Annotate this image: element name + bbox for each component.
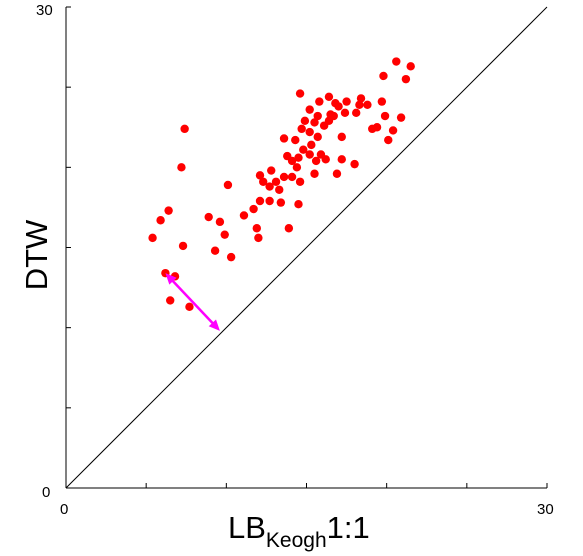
data-point — [287, 156, 297, 166]
data-point — [307, 140, 316, 150]
data-point — [148, 233, 157, 243]
data-point — [185, 302, 194, 312]
data-point — [252, 224, 261, 233]
data-points — [148, 57, 415, 312]
data-point — [210, 246, 220, 255]
data-point — [356, 94, 366, 103]
data-point — [313, 132, 322, 142]
data-point — [321, 155, 330, 164]
data-point — [377, 97, 387, 106]
data-point — [259, 177, 268, 186]
data-point — [156, 216, 165, 225]
data-point — [254, 233, 263, 243]
data-point — [305, 150, 314, 159]
x-axis-title-subscript: Keogh — [266, 529, 327, 552]
data-point — [292, 163, 302, 172]
data-point — [313, 111, 322, 121]
data-point — [384, 135, 393, 145]
data-point — [310, 169, 319, 178]
data-point — [279, 134, 289, 143]
data-point — [294, 200, 303, 209]
data-point — [267, 166, 276, 175]
data-point — [279, 172, 289, 182]
data-point — [291, 135, 300, 145]
diagonal-reference-line — [65, 6, 548, 489]
data-point — [215, 217, 225, 227]
y-tick-label-min: 0 — [42, 484, 50, 501]
data-point — [178, 241, 188, 251]
data-point — [239, 211, 249, 220]
data-point — [305, 127, 314, 137]
data-point — [294, 153, 303, 162]
data-point — [166, 296, 175, 305]
data-point — [379, 71, 388, 81]
diagonal-line — [65, 6, 548, 489]
annotation-arrowhead-start — [165, 273, 177, 285]
data-point — [299, 145, 308, 154]
y-axis-title: DTW — [19, 219, 54, 290]
data-point — [401, 74, 411, 84]
data-point — [396, 113, 406, 122]
data-point — [249, 204, 258, 214]
x-axis-title-suffix: 1:1 — [327, 510, 370, 545]
data-point — [265, 182, 274, 191]
data-point — [324, 92, 334, 101]
data-point — [340, 108, 350, 118]
x-tick-label-max: 30 — [537, 501, 554, 518]
x-axis-title-main: LB — [228, 510, 266, 545]
y-tick-label-max: 30 — [36, 2, 53, 19]
data-point — [329, 111, 338, 121]
data-point — [271, 177, 281, 186]
axis-labels: 30 0 0 30 DTW LBKeogh1:1 — [19, 2, 554, 552]
data-point — [226, 252, 236, 262]
data-point — [220, 230, 229, 239]
data-point — [372, 123, 382, 132]
data-point — [223, 180, 233, 190]
annotation-arrow — [165, 273, 220, 331]
data-point — [276, 198, 286, 207]
data-point — [180, 124, 189, 134]
data-point — [310, 118, 319, 127]
data-point — [337, 132, 346, 142]
data-point — [315, 97, 324, 106]
data-point — [295, 177, 305, 186]
data-point — [297, 124, 306, 134]
data-point — [350, 159, 359, 169]
data-point — [305, 105, 314, 114]
axes — [65, 6, 548, 489]
data-point — [255, 171, 265, 180]
data-point — [311, 156, 321, 166]
data-point — [164, 206, 173, 215]
x-tick-label-min: 0 — [60, 501, 68, 518]
data-point — [355, 100, 364, 110]
data-point — [363, 100, 372, 110]
data-point — [388, 126, 398, 135]
data-point — [287, 172, 297, 182]
annotation-arrowhead-end — [208, 319, 220, 331]
annotation-arrow-shaft — [168, 276, 217, 328]
data-point — [337, 155, 346, 164]
data-point — [406, 62, 415, 71]
data-point — [275, 185, 284, 194]
data-point — [342, 97, 351, 106]
data-point — [295, 89, 305, 98]
data-point — [392, 57, 401, 66]
data-point — [177, 163, 186, 172]
data-point — [255, 196, 265, 206]
data-point — [380, 111, 390, 121]
data-point — [332, 169, 342, 178]
x-axis-title: LBKeogh1:1 — [228, 510, 370, 552]
data-point — [284, 224, 294, 233]
data-point — [331, 99, 340, 108]
data-point — [265, 196, 274, 206]
data-point — [300, 116, 310, 126]
data-point — [352, 108, 361, 118]
data-point — [204, 212, 213, 222]
